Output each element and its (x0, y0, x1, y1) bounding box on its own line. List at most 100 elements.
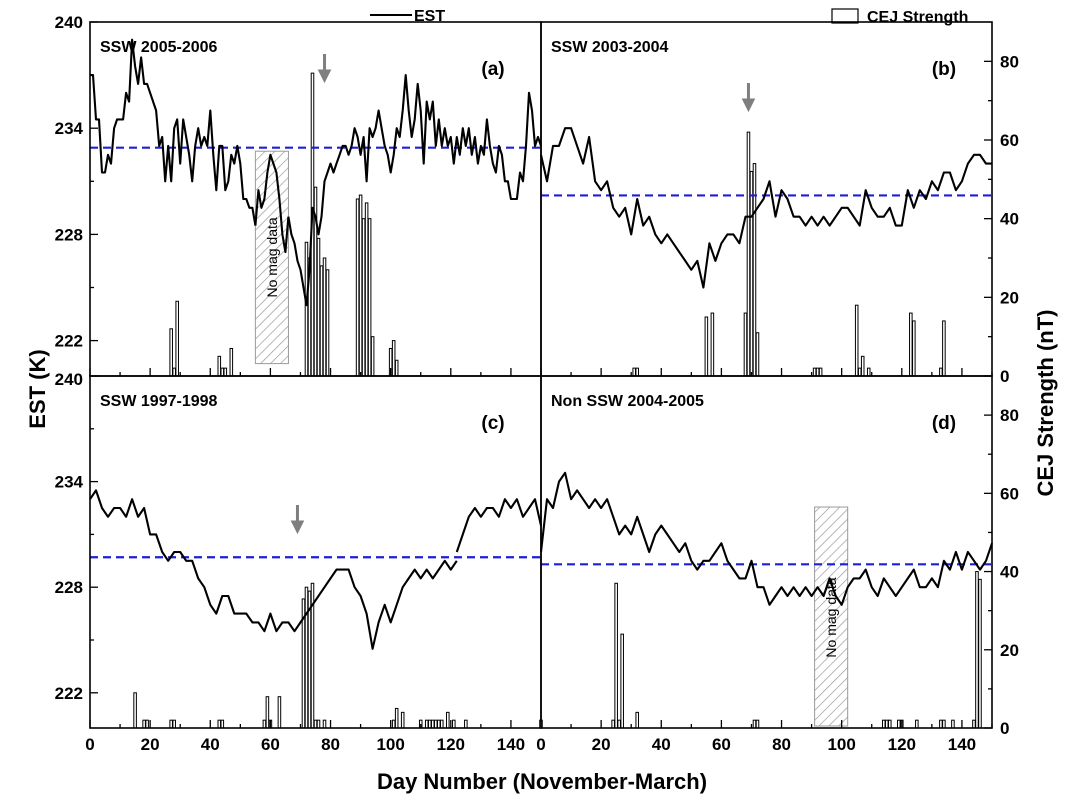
cej-bar (909, 312, 913, 377)
cej-bar (743, 312, 748, 377)
cej-bar (854, 304, 859, 377)
cej-bar (614, 582, 618, 729)
cej-bar (223, 367, 228, 377)
y2-tick-label: 0 (1000, 719, 1009, 738)
cej-bar (265, 696, 270, 729)
cej-bar (884, 719, 889, 729)
cej-bar (635, 711, 639, 729)
legend-bar-swatch (831, 8, 859, 24)
y-tick-label: 234 (55, 473, 84, 492)
cej-bar (815, 367, 820, 377)
y-tick-label: 228 (55, 225, 83, 244)
cej-bar (172, 719, 176, 729)
cej-bar (939, 367, 943, 377)
y2-tick-label: 40 (1000, 210, 1019, 229)
cej-bar (897, 719, 901, 729)
x-tick-label: 100 (376, 735, 404, 754)
x-tick-label: 0 (536, 735, 545, 754)
cej-bar (912, 320, 916, 377)
cej-bar (440, 719, 444, 729)
cej-bar (400, 711, 405, 729)
est-line (89, 489, 458, 650)
est-line (254, 153, 290, 254)
cej-bar (169, 328, 173, 377)
panels-group: No mag data 222 228 234 240 SSW 2005-2006 (a) 0… (55, 13, 1019, 754)
cej-bar (220, 719, 225, 729)
cej-bar (939, 719, 943, 729)
x-axis-title: Day Number (November-March) (377, 769, 707, 794)
cej-bar (217, 355, 222, 377)
x-tick-label: 40 (201, 735, 220, 754)
y-axis-right-title: CEJ Strength (nT) (1033, 310, 1058, 497)
cej-bar (818, 367, 823, 377)
cej-bar (755, 719, 760, 729)
x-tick-label: 120 (888, 735, 916, 754)
cej-bar (951, 719, 955, 729)
cej-bar (812, 367, 817, 377)
cej-bar (452, 719, 456, 729)
x-tick-label: 120 (437, 735, 465, 754)
x-tick-label: 80 (772, 735, 791, 754)
y2-tick-label: 40 (1000, 563, 1019, 582)
cej-bar (881, 719, 886, 729)
no-mag-data-box (254, 150, 289, 365)
cej-bar (316, 719, 321, 729)
cej-bar (391, 719, 396, 729)
ssw-arrow-icon (290, 520, 305, 535)
cej-bar (217, 719, 222, 729)
cej-bar (887, 719, 892, 729)
cej-bar (427, 719, 432, 729)
y2-tick-label: 80 (1000, 52, 1019, 71)
est-line (539, 471, 993, 606)
cej-bar (142, 719, 146, 729)
cej-bar (436, 719, 441, 729)
cej-bar (322, 719, 327, 729)
cej-bar (755, 332, 760, 377)
y-axis-left-title: EST (K) (25, 349, 50, 428)
cej-bar (915, 719, 919, 729)
cej-bar (370, 336, 375, 377)
panel-title: SSW 1997-1998 (100, 393, 218, 410)
est-line (90, 38, 257, 226)
cej-bar (361, 218, 366, 377)
y2-tick-label: 60 (1000, 131, 1019, 150)
panel-label: (a) (481, 59, 504, 80)
y2-tick-label: 60 (1000, 484, 1019, 503)
cej-bar (975, 571, 979, 729)
cej-bar (866, 367, 871, 377)
est-line (455, 498, 543, 553)
x-tick-label: 60 (261, 735, 280, 754)
cej-bar (364, 202, 369, 377)
panel-a: No mag data 222 228 234 240 SSW 2005-2006 (a) (55, 13, 542, 377)
cej-bar (632, 367, 636, 377)
panel-frame (540, 375, 993, 729)
y2-tick-label: 0 (1000, 367, 1009, 386)
y-tick-label: 222 (55, 684, 83, 703)
cej-bar (262, 719, 267, 729)
x-tick-label: 100 (827, 735, 855, 754)
panel-label: (c) (481, 413, 504, 434)
cej-bar (635, 367, 639, 377)
cej-bar (620, 633, 624, 729)
cej-bar (611, 719, 615, 729)
cej-bar (942, 320, 946, 377)
ssw-arrow-icon (317, 69, 332, 84)
cej-bar (446, 711, 450, 729)
cej-bar (752, 719, 757, 729)
y2-tick-label: 20 (1000, 288, 1019, 307)
cej-bar (367, 218, 372, 377)
y2-tick-label: 80 (1000, 406, 1019, 425)
panel-title: SSW 2005-2006 (100, 39, 218, 56)
panel-label: (b) (932, 59, 956, 80)
cej-bar (304, 586, 309, 729)
cej-bar (169, 719, 173, 729)
est-line (287, 74, 542, 307)
cej-bar (175, 300, 179, 377)
cej-bar (319, 265, 324, 377)
cej-bar (220, 367, 225, 377)
cej-bar (972, 719, 976, 729)
no-mag-data-label: No mag data (823, 577, 839, 657)
cej-bar (229, 347, 234, 377)
cej-bar (710, 312, 715, 377)
cej-bar (313, 719, 318, 729)
